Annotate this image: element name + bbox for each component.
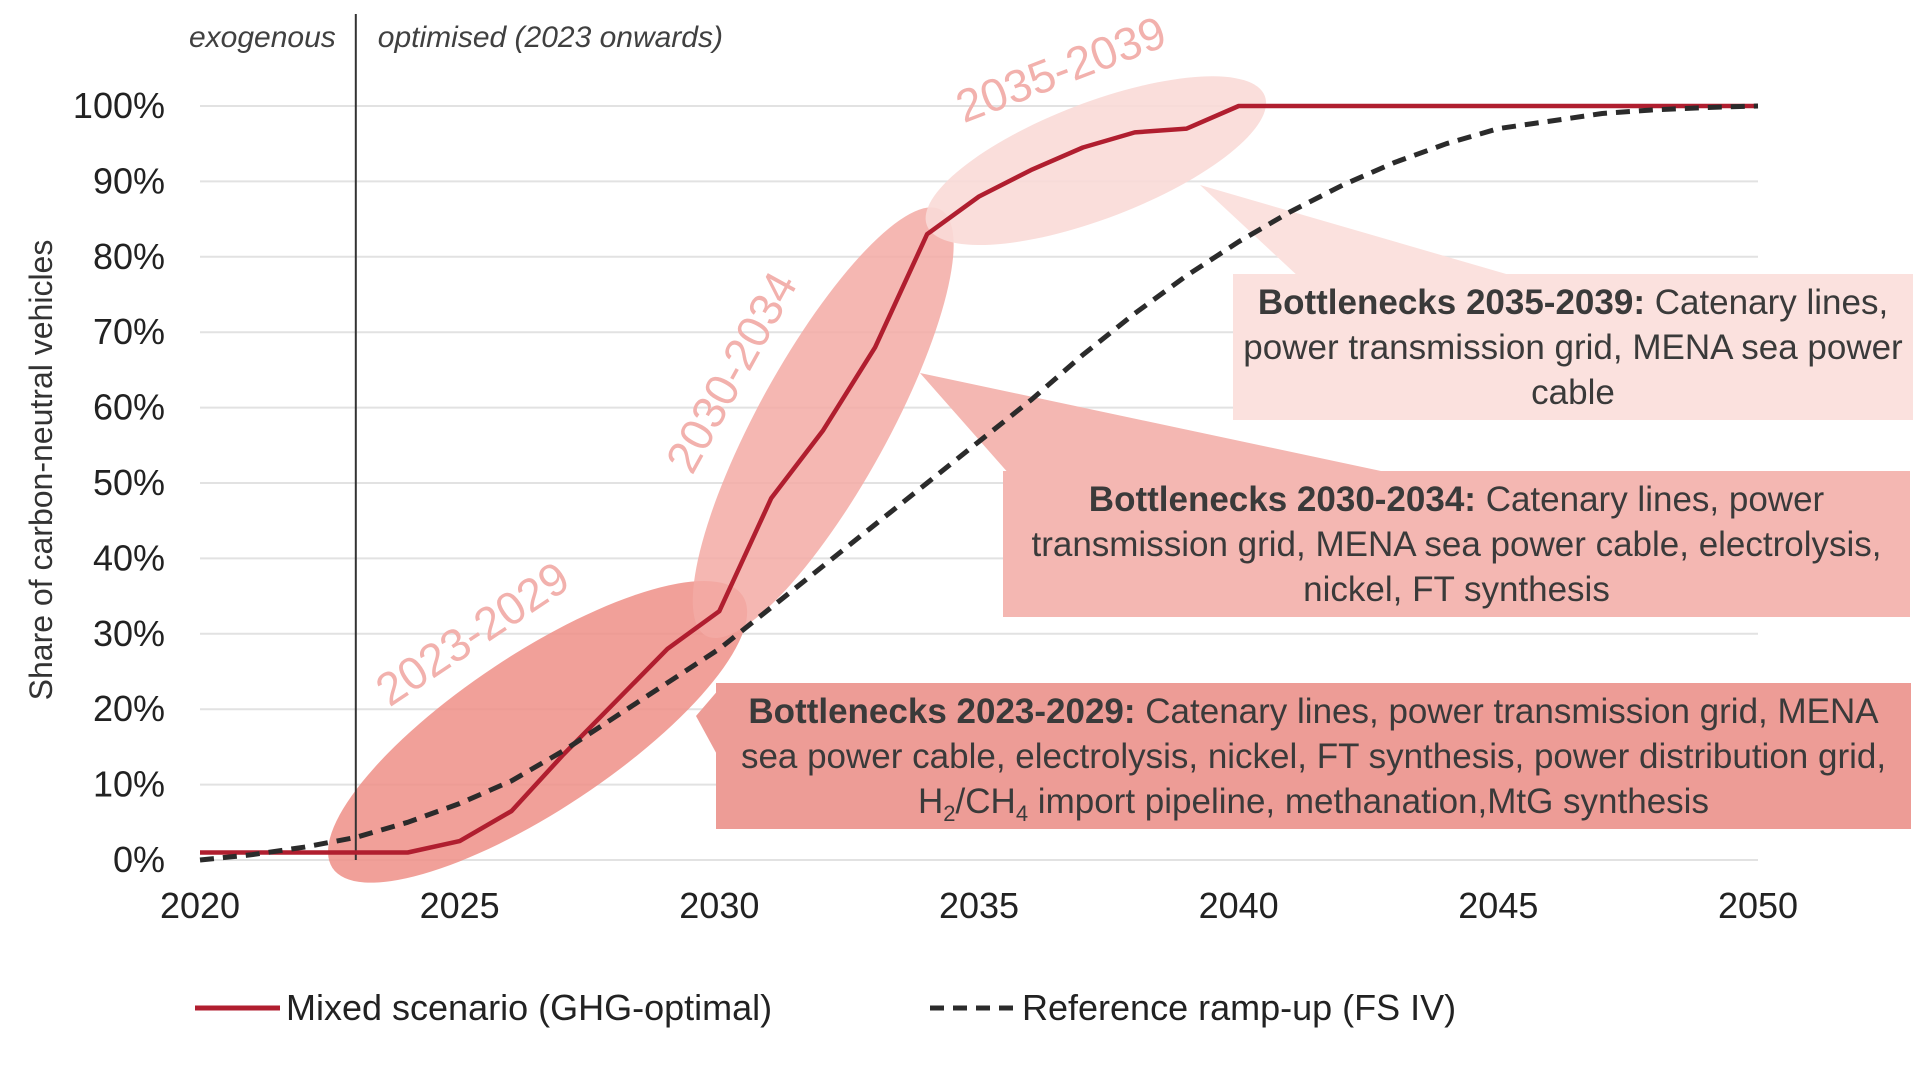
- period-highlight-ellipse: [327, 580, 748, 883]
- callout-text: import pipeline, methanation,MtG synthes…: [1028, 782, 1709, 821]
- legend-label-reference-ramp-up: Reference ramp-up (FS IV): [1022, 987, 1456, 1028]
- region-label-exogenous: exogenous: [189, 21, 336, 54]
- legend: Mixed scenario (GHG-optimal) Reference r…: [195, 987, 1456, 1028]
- legend-label-mixed-scenario: Mixed scenario (GHG-optimal): [286, 987, 772, 1028]
- y-tick-label: 80%: [93, 236, 165, 277]
- series-lines: [199, 103, 1759, 863]
- x-tick-label: 2020: [160, 885, 240, 926]
- callout-bottlenecks-2035-2039: Bottlenecks 2035-2039: Catenary lines, p…: [1233, 274, 1913, 420]
- y-tick-label: 0%: [113, 839, 165, 880]
- callout-heading: Bottlenecks 2030-2034:: [1088, 480, 1476, 519]
- x-tick-labels: 2020 2025 2030 2035 2040 2045 2050: [160, 885, 1798, 926]
- series-line-reference-ramp-up: [199, 103, 1759, 863]
- series-line-mixed-scenario: [200, 103, 1758, 855]
- callout-text: Catenary lines, power transmission grid,…: [740, 692, 1887, 821]
- callout-subscript: 2: [943, 801, 956, 826]
- x-tick-label: 2050: [1718, 885, 1798, 926]
- y-tick-label: 50%: [93, 462, 165, 503]
- y-tick-labels: 0% 10% 20% 30% 40% 50% 60% 70% 80% 90% 100%: [73, 85, 165, 880]
- callout-heading: Bottlenecks 2023-2029:: [748, 692, 1136, 731]
- period-highlight-ellipse: [925, 76, 1267, 246]
- y-tick-label: 90%: [93, 160, 165, 201]
- callout-bottlenecks-2030-2034: Bottlenecks 2030-2034: Catenary lines, p…: [1003, 471, 1910, 617]
- y-tick-label: 100%: [73, 85, 165, 126]
- y-axis-title: Share of carbon-neutral vehicles: [23, 240, 59, 701]
- callout-pointer-2030: [920, 373, 1400, 475]
- callout-subscript: 4: [1015, 801, 1029, 826]
- callout-text: Catenary lines, power transmission grid,…: [1243, 283, 1903, 412]
- callout-pointer-2035: [1200, 185, 1520, 278]
- y-tick-label: 60%: [93, 387, 165, 428]
- y-tick-label: 70%: [93, 311, 165, 352]
- x-tick-label: 2030: [679, 885, 759, 926]
- x-tick-label: 2025: [420, 885, 500, 926]
- y-tick-label: 20%: [93, 688, 165, 729]
- callout-text: Catenary lines, power transmission grid,…: [1031, 480, 1882, 609]
- callout-heading: Bottlenecks 2035-2039:: [1257, 283, 1645, 322]
- callout-bottlenecks-2023-2029: Bottlenecks 2023-2029: Catenary lines, p…: [716, 683, 1911, 829]
- callout-text: /CH: [955, 782, 1016, 821]
- x-tick-label: 2040: [1199, 885, 1279, 926]
- y-tick-label: 30%: [93, 613, 165, 654]
- callout-pointer-2023: [696, 688, 720, 760]
- x-tick-label: 2035: [939, 885, 1019, 926]
- region-label-optimised: optimised (2023 onwards): [378, 21, 723, 54]
- y-tick-label: 40%: [93, 537, 165, 578]
- x-tick-label: 2045: [1458, 885, 1538, 926]
- y-tick-label: 10%: [93, 764, 165, 805]
- callout-pointers: [696, 185, 1520, 760]
